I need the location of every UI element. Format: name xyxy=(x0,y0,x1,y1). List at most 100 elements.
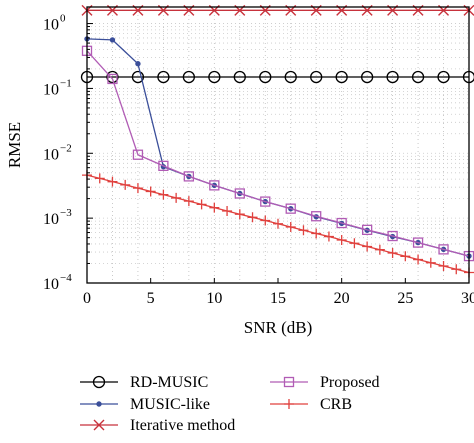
data-point-crb xyxy=(362,242,372,252)
data-point-crb-shape xyxy=(286,222,296,232)
y-tick-label: 10 xyxy=(43,81,59,98)
legend-label-rd-music: RD-MUSIC xyxy=(130,374,208,391)
x-tick-label: 30 xyxy=(461,290,474,307)
data-point-crb xyxy=(439,261,449,271)
x-tick-label: 25 xyxy=(397,290,413,307)
x-tick-label: 5 xyxy=(147,290,155,307)
data-point-crb xyxy=(120,180,130,190)
data-point-crb-shape xyxy=(324,232,334,242)
data-point-crb-shape xyxy=(146,186,156,196)
data-point-crb xyxy=(133,183,143,193)
series-layer xyxy=(82,5,474,277)
data-point-crb-shape xyxy=(451,264,461,274)
y-tick-label: 10 xyxy=(43,146,59,163)
data-point-crb xyxy=(375,245,385,255)
legend: RD-MUSIC MUSIC-like Iterative method Propos… xyxy=(80,374,380,434)
data-point-crb xyxy=(337,235,347,245)
data-point-crb xyxy=(349,238,359,248)
data-point-crb xyxy=(209,203,219,213)
x-tick-label: 15 xyxy=(270,290,286,307)
data-point-crb xyxy=(146,186,156,196)
data-point-crb-shape xyxy=(260,215,270,225)
x-tick-label: 10 xyxy=(206,290,222,307)
data-point-crb-shape xyxy=(439,261,449,271)
data-point-crb xyxy=(222,206,232,216)
data-point-crb-shape xyxy=(362,242,372,252)
legend-marker-music-like-shape xyxy=(97,402,101,406)
data-point-crb-shape xyxy=(375,245,385,255)
data-point-crb xyxy=(197,199,207,209)
data-point-crb-shape xyxy=(248,212,258,222)
data-point-crb xyxy=(400,251,410,261)
data-point-crb-shape xyxy=(197,199,207,209)
data-point-crb xyxy=(324,232,334,242)
legend-label-proposed: Proposed xyxy=(320,374,380,391)
data-point-crb xyxy=(413,255,423,265)
legend-item-music-like: MUSIC-like xyxy=(80,396,210,413)
data-point-crb-shape xyxy=(158,190,168,200)
series-crb xyxy=(82,170,474,277)
data-point-crb-shape xyxy=(120,180,130,190)
data-point-crb-shape xyxy=(222,206,232,216)
data-point-crb-shape xyxy=(235,209,245,219)
data-point-crb-shape xyxy=(133,183,143,193)
data-point-crb-shape xyxy=(209,203,219,213)
data-point-music-like xyxy=(110,38,114,42)
data-point-crb xyxy=(426,258,436,268)
legend-marker-crb-shape xyxy=(284,399,294,409)
data-point-crb xyxy=(286,222,296,232)
data-point-crb xyxy=(107,177,117,187)
x-tick-label: 20 xyxy=(334,290,350,307)
data-point-music-like-shape xyxy=(110,38,114,42)
data-point-music-like-shape xyxy=(136,62,140,66)
y-tick-label: 10 xyxy=(43,276,59,293)
y-tick-label: 10 xyxy=(43,17,59,34)
data-point-crb xyxy=(388,248,398,258)
data-point-crb xyxy=(171,193,181,203)
data-point-crb xyxy=(235,209,245,219)
legend-item-proposed: Proposed xyxy=(270,374,380,391)
data-point-crb-shape xyxy=(311,228,321,238)
y-tick-exponent: −2 xyxy=(60,142,72,154)
y-tick-exponent: −4 xyxy=(60,272,72,284)
x-axis-label: SNR (dB) xyxy=(244,318,312,337)
y-tick-label: 10 xyxy=(43,211,59,228)
legend-label-music-like: MUSIC-like xyxy=(130,396,210,413)
legend-label-crb: CRB xyxy=(320,396,352,413)
data-point-crb xyxy=(273,219,283,229)
y-tick-exponent: 0 xyxy=(60,13,66,25)
legend-item-crb: CRB xyxy=(270,396,352,413)
data-point-crb xyxy=(451,264,461,274)
data-point-crb-shape xyxy=(400,251,410,261)
data-point-crb-shape xyxy=(273,219,283,229)
data-point-crb xyxy=(311,228,321,238)
data-point-crb xyxy=(298,225,308,235)
data-point-crb-shape xyxy=(337,235,347,245)
data-point-crb xyxy=(184,196,194,206)
data-point-crb xyxy=(260,215,270,225)
legend-marker-crb xyxy=(284,399,294,409)
data-point-crb-shape xyxy=(107,177,117,187)
data-point-crb xyxy=(95,173,105,183)
y-tick-exponent: −3 xyxy=(60,207,72,219)
x-tick-label: 0 xyxy=(83,290,91,307)
data-point-crb-shape xyxy=(298,225,308,235)
y-axis-label: RMSE xyxy=(5,122,24,168)
data-point-crb-shape xyxy=(426,258,436,268)
legend-marker-music-like xyxy=(97,402,101,406)
data-point-crb-shape xyxy=(413,255,423,265)
data-point-crb xyxy=(248,212,258,222)
data-point-crb-shape xyxy=(388,248,398,258)
data-point-crb-shape xyxy=(184,196,194,206)
data-point-music-like xyxy=(136,62,140,66)
data-point-crb-shape xyxy=(95,173,105,183)
legend-item-iterative-method: Iterative method xyxy=(80,417,235,434)
legend-label-iterative-method: Iterative method xyxy=(130,417,235,434)
data-point-crb-shape xyxy=(349,238,359,248)
y-tick-exponent: −1 xyxy=(60,77,72,89)
data-point-crb xyxy=(158,190,168,200)
legend-item-rd-music: RD-MUSIC xyxy=(80,374,208,391)
data-point-crb-shape xyxy=(171,193,181,203)
